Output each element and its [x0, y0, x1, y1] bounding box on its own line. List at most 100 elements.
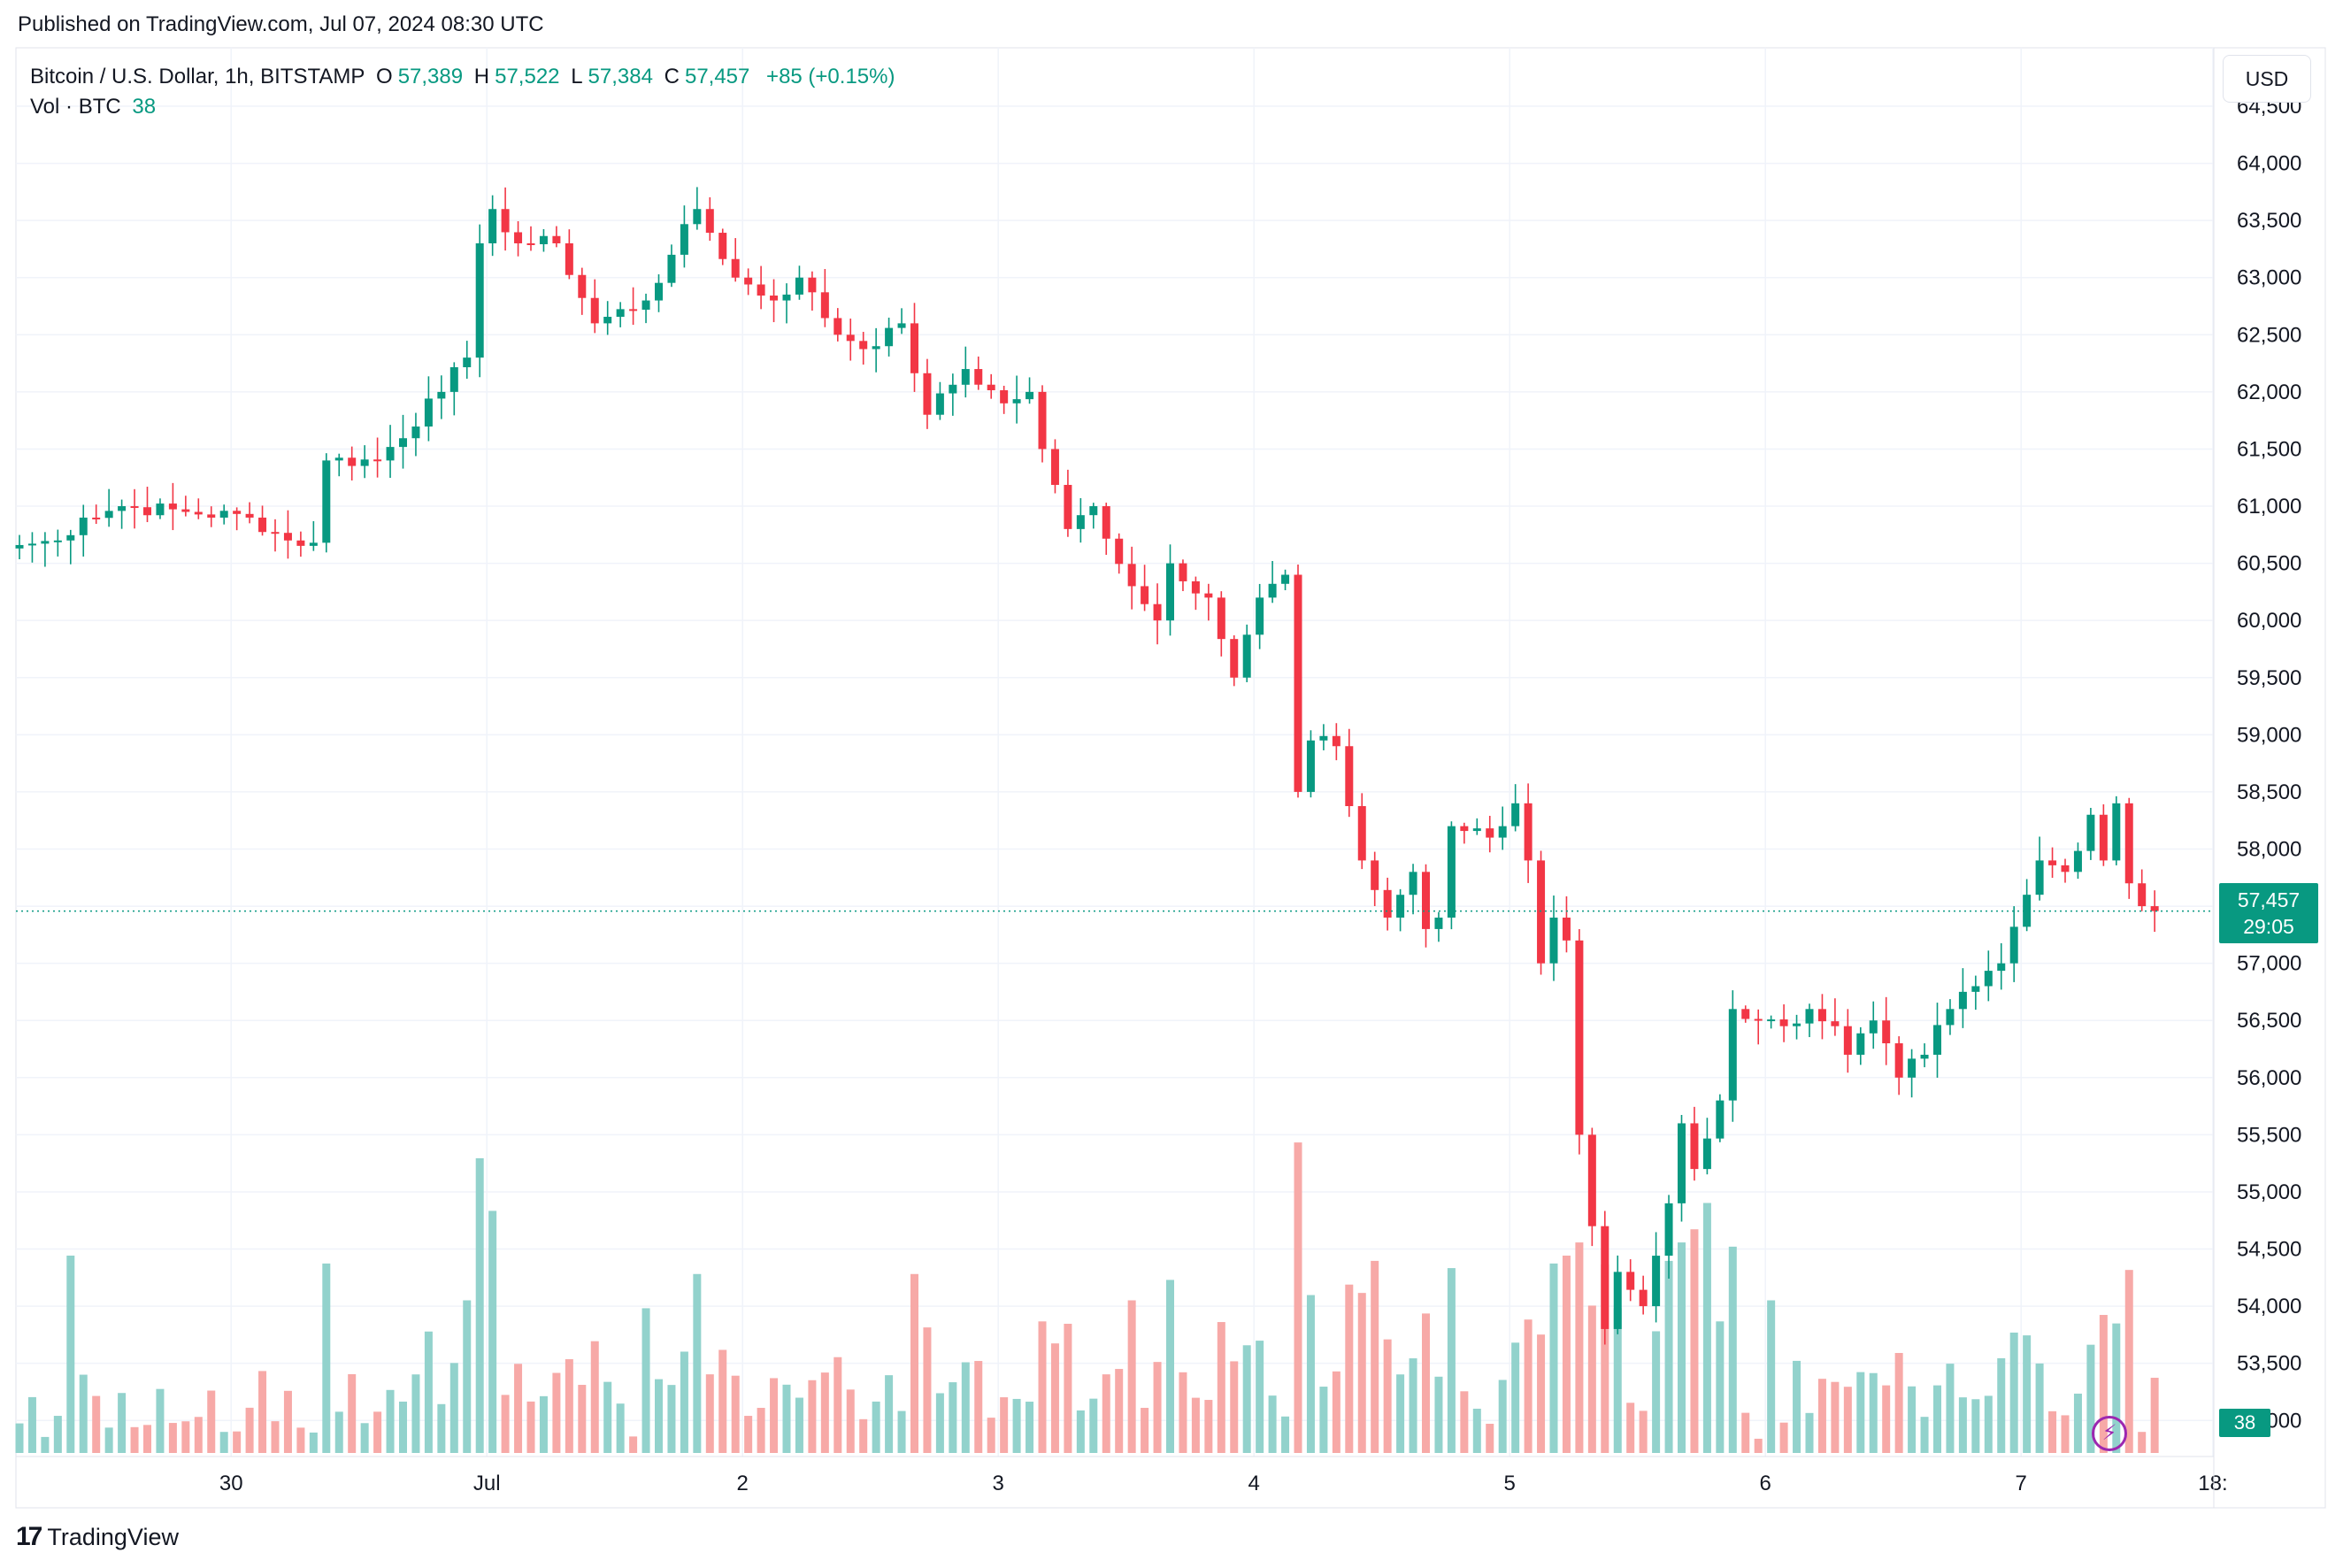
candle-body	[2009, 926, 2018, 964]
volume-bar	[1575, 1242, 1584, 1453]
volume-bar	[1371, 1260, 1379, 1453]
volume-bar	[1422, 1313, 1430, 1453]
candle-body	[1793, 1023, 1801, 1026]
candle-body	[1294, 574, 1302, 792]
volume-bar	[1050, 1343, 1059, 1453]
volume-bar	[1127, 1300, 1136, 1453]
y-tick-label: 58,000	[2237, 837, 2301, 861]
volume-bar	[1741, 1412, 1750, 1453]
candle-body	[744, 277, 753, 285]
legend-high-label: H	[473, 65, 490, 88]
candle-body	[859, 341, 868, 350]
candle-body	[1498, 826, 1507, 838]
candle-body	[475, 242, 484, 358]
candle-body	[386, 447, 395, 461]
volume-bar	[449, 1363, 458, 1453]
candle-body	[1626, 1272, 1635, 1290]
candle-body	[207, 514, 216, 518]
volume-bar	[846, 1389, 855, 1453]
volume-bar	[348, 1373, 357, 1453]
candle-body	[2138, 883, 2147, 907]
candle-body	[1601, 1226, 1609, 1329]
candle-body	[271, 532, 280, 534]
volume-bar	[1268, 1395, 1277, 1453]
legend-symbol[interactable]: Bitcoin / U.S. Dollar, 1h, BITSTAMP	[30, 65, 365, 88]
candle-body	[1562, 917, 1571, 941]
candle-body	[872, 346, 880, 350]
candle-body	[1486, 828, 1494, 838]
volume-bar	[296, 1427, 305, 1453]
candle-body	[1882, 1020, 1891, 1044]
candle-body	[296, 540, 305, 546]
candle-body	[1396, 895, 1405, 918]
volume-bar	[1026, 1402, 1034, 1453]
x-axis[interactable]: 30 Jul 2 3 4 5 6 7 18:	[219, 1472, 2228, 1495]
volume-bar	[693, 1273, 702, 1453]
candle-body	[1933, 1025, 1941, 1055]
volume-bar	[1639, 1410, 1648, 1453]
legend-volume-label[interactable]: Vol · BTC	[30, 95, 121, 119]
candle-body	[1089, 506, 1098, 516]
volume-bar	[935, 1393, 944, 1453]
volume-bar	[1587, 1305, 1596, 1453]
candle-body	[1319, 735, 1328, 741]
candle-layer	[15, 187, 2159, 1345]
candle-body	[1191, 580, 1200, 594]
volume-bar	[949, 1382, 957, 1453]
volume-bar	[1064, 1324, 1072, 1453]
footer-brand[interactable]: 17 TradingView	[16, 1522, 179, 1552]
candle-body	[1728, 1009, 1737, 1101]
candle-body	[1127, 564, 1136, 587]
candle-body	[2150, 906, 2159, 911]
volume-bar	[2061, 1415, 2070, 1453]
volume-bar	[1652, 1331, 1661, 1453]
candle-body	[143, 507, 151, 516]
volume-bar	[1562, 1255, 1571, 1453]
volume-layer	[15, 1142, 2159, 1453]
candle-body	[1779, 1019, 1788, 1026]
volume-bar	[283, 1390, 292, 1453]
volume-bar	[2124, 1270, 2133, 1453]
candle-body	[1371, 860, 1379, 890]
volume-bar	[680, 1351, 688, 1453]
candle-body	[348, 457, 357, 466]
candle-body	[1920, 1054, 1929, 1059]
candle-body	[1984, 971, 1993, 987]
candle-body	[539, 235, 548, 244]
volume-bar	[2035, 1363, 2044, 1453]
volume-bar	[1754, 1438, 1763, 1453]
candle-body	[1587, 1134, 1596, 1226]
candle-body	[1664, 1203, 1673, 1257]
volume-bar	[130, 1426, 139, 1453]
candle-body	[360, 459, 369, 466]
volume-bar	[1115, 1369, 1124, 1453]
candle-body	[1166, 563, 1174, 621]
volume-bar	[1678, 1242, 1686, 1453]
candle-body	[2035, 860, 2044, 895]
candle-body	[15, 544, 24, 549]
currency-button[interactable]: USD	[2223, 55, 2311, 103]
volume-bar	[27, 1396, 36, 1453]
volume-bar	[463, 1300, 472, 1453]
volume-bar	[808, 1380, 817, 1453]
candle-body	[1115, 538, 1124, 565]
y-tick-label: 63,000	[2237, 266, 2301, 290]
candle-body	[693, 209, 702, 225]
volume-bar	[1000, 1397, 1009, 1453]
volume-bar	[1716, 1321, 1725, 1453]
lightning-bolt-icon[interactable]: ⚡	[2092, 1416, 2127, 1451]
y-tick-label: 59,000	[2237, 723, 2301, 747]
candle-body	[833, 318, 842, 335]
candle-body	[1153, 603, 1162, 621]
candle-body	[1754, 1018, 1763, 1021]
volume-bar	[373, 1411, 382, 1453]
volume-bar	[2086, 1344, 2095, 1453]
volume-bar	[1767, 1300, 1776, 1453]
candle-body	[437, 391, 446, 399]
y-tick-label: 58,500	[2237, 780, 2301, 804]
volume-bar	[833, 1357, 842, 1453]
volume-bar	[885, 1375, 894, 1453]
candle-body	[1971, 986, 1980, 992]
volume-bar	[386, 1389, 395, 1453]
